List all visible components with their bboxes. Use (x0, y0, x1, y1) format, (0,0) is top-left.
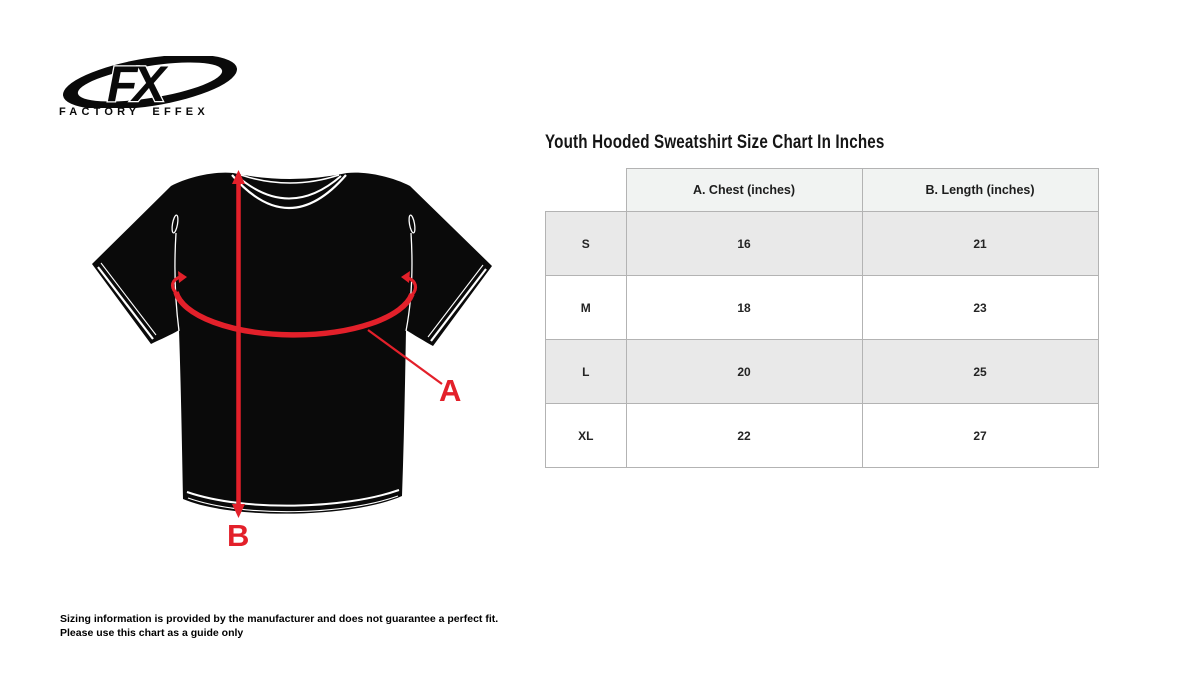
size-cell: M (545, 275, 627, 340)
length-cell: 25 (861, 339, 1099, 404)
right-cuff-line-inner (427, 264, 484, 338)
left-cuff-line-inner (100, 262, 157, 336)
length-arrow-top (232, 170, 245, 184)
tshirt-measurement-diagram: A B (85, 158, 505, 558)
size-cell: L (545, 339, 627, 404)
length-arrow-bottom (232, 504, 245, 518)
size-cell: XL (545, 403, 627, 468)
chest-cell: 20 (625, 339, 863, 404)
length-cell: 21 (861, 211, 1099, 276)
size-cell: S (545, 211, 627, 276)
chest-hook-right-arrow (401, 271, 410, 283)
chest-hook-left-arrow (178, 271, 187, 283)
hem-line-upper (186, 489, 400, 507)
measurement-arrowheads (178, 170, 410, 518)
disclaimer-line-1: Sizing information is provided by the ma… (60, 613, 499, 625)
right-sleeve-seam (405, 232, 413, 332)
chest-loop-left-hook (170, 275, 181, 295)
chest-loop-right-hook (407, 276, 418, 297)
chest-pointer-line (367, 329, 443, 385)
left-sleeve-seam (174, 232, 180, 332)
chest-measure-loop (173, 291, 415, 338)
table-row: M 18 23 (545, 275, 1099, 340)
factory-effex-logo: FX FACTORY EFFEX (57, 56, 243, 122)
right-cuff-line-outer (430, 268, 487, 342)
chest-cell: 18 (625, 275, 863, 340)
hem-line-lower (187, 495, 399, 513)
sizing-disclaimer: Sizing information is provided by the ma… (60, 612, 498, 640)
table-header-row: A. Chest (inches) B. Length (inches) (545, 168, 1099, 212)
length-column-header: B. Length (inches) (861, 168, 1099, 212)
chest-cell: 16 (625, 211, 863, 276)
corner-cell (545, 168, 626, 212)
left-cuff-line-outer (97, 266, 154, 340)
length-cell: 27 (861, 403, 1099, 468)
chest-column-header: A. Chest (inches) (625, 168, 863, 212)
left-shoulder-seam-loop (171, 214, 179, 234)
fx-logo-icon: FX (63, 56, 237, 108)
right-shoulder-seam-loop (408, 214, 416, 234)
label-a: A (439, 373, 461, 408)
tshirt-silhouette (92, 172, 492, 514)
table-row: S 16 21 (545, 211, 1099, 276)
table-row: XL 22 27 (545, 403, 1099, 468)
collar-outer-line (231, 174, 347, 209)
tshirt-illustration: A B (92, 170, 492, 553)
logo-tagline: FACTORY EFFEX (59, 106, 209, 118)
table-row: L 20 25 (545, 339, 1099, 404)
fx-logo-text: FX (107, 56, 169, 108)
page-title: Youth Hooded Sweatshirt Size Chart In In… (545, 132, 885, 153)
size-chart-table: A. Chest (inches) B. Length (inches) S 1… (545, 168, 1099, 468)
measurement-overlay (170, 181, 443, 507)
chest-cell: 22 (625, 403, 863, 468)
collar-back-line (240, 174, 340, 184)
length-cell: 23 (861, 275, 1099, 340)
collar-inner-line (236, 175, 342, 200)
disclaimer-line-2: Please use this chart as a guide only (60, 627, 244, 639)
label-b: B (227, 518, 249, 553)
